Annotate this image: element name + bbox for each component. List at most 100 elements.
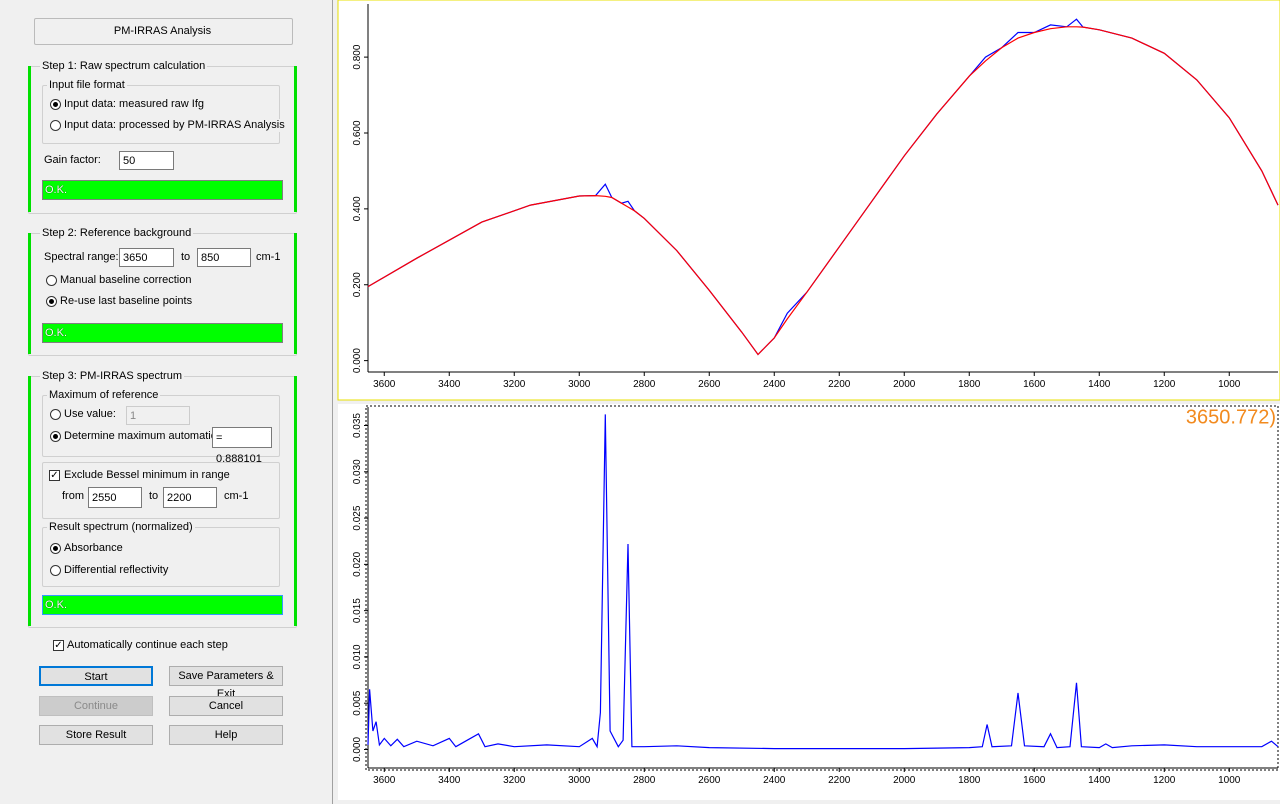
status-bar: O.K. xyxy=(42,595,283,615)
y-tick-label: 0.020 xyxy=(352,551,363,576)
x-tick-label: 1600 xyxy=(1023,379,1046,390)
group-title: Input file format xyxy=(47,79,127,92)
x-tick-label: 1800 xyxy=(958,775,981,786)
x-tick-label: 2800 xyxy=(633,775,656,786)
radio[interactable] xyxy=(50,120,61,131)
x-tick-label: 2400 xyxy=(763,775,786,786)
button[interactable]: Cancel xyxy=(169,696,283,716)
button[interactable]: Save Parameters & Exit xyxy=(169,666,283,700)
group-title: Result spectrum (normalized) xyxy=(47,521,195,534)
radio[interactable] xyxy=(50,565,61,576)
radio-label[interactable]: Manual baseline correction xyxy=(58,274,194,287)
radio-label[interactable]: Input data: measured raw Ifg xyxy=(62,98,207,111)
button[interactable]: Store Result xyxy=(39,725,153,745)
y-tick-label: 0.800 xyxy=(352,44,363,69)
radio[interactable] xyxy=(50,409,61,420)
status-edge xyxy=(294,66,297,212)
label: to xyxy=(149,490,159,502)
group-title: Step 2: Reference background xyxy=(40,227,194,240)
x-tick-label: 2800 xyxy=(633,379,656,390)
radio-label[interactable]: Determine maximum automatically xyxy=(62,430,235,443)
x-tick-label: 1000 xyxy=(1218,775,1241,786)
x-tick-label: 3200 xyxy=(503,379,526,390)
x-tick-label: 1400 xyxy=(1088,775,1111,786)
x-tick-label: 3400 xyxy=(438,379,461,390)
group xyxy=(42,395,280,457)
x-tick-label: 1000 xyxy=(1218,379,1241,390)
radio-label[interactable]: Differential reflectivity xyxy=(62,564,171,577)
x-tick-label: 2200 xyxy=(828,379,851,390)
group-title: Step 1: Raw spectrum calculation xyxy=(40,60,208,73)
group xyxy=(42,462,280,519)
button[interactable]: Start xyxy=(39,666,153,686)
checkbox[interactable]: ✓ xyxy=(49,470,60,481)
dialog-title: PM-IRRAS Analysis xyxy=(113,25,212,37)
x-tick-label: 2400 xyxy=(763,379,786,390)
x-tick-label: 3200 xyxy=(503,775,526,786)
checkbox[interactable]: ✓ xyxy=(53,640,64,651)
title-box xyxy=(34,18,293,45)
text-input[interactable]: 2550 xyxy=(88,487,142,508)
series-line xyxy=(367,26,1279,356)
unit: cm-1 xyxy=(224,490,249,502)
radio[interactable] xyxy=(50,99,61,110)
button[interactable]: Help xyxy=(169,725,283,745)
text-input[interactable]: 2200 xyxy=(163,487,217,508)
annotation: 3650.772) xyxy=(1186,406,1276,428)
unit: cm-1 xyxy=(254,251,283,264)
radio-label[interactable]: Absorbance xyxy=(62,542,125,555)
y-tick-label: 0.015 xyxy=(352,598,363,623)
x-tick-label: 1800 xyxy=(958,379,981,390)
y-tick-label: 0.400 xyxy=(352,196,363,221)
radio-label[interactable]: Re-use last baseline points xyxy=(58,295,195,308)
status-edge xyxy=(28,233,31,354)
value-box: = 0.888101 xyxy=(212,427,272,465)
label: from xyxy=(62,490,84,502)
text-input[interactable]: 1 xyxy=(126,406,190,425)
radio[interactable] xyxy=(50,543,61,554)
radio-label[interactable]: Input data: processed by PM-IRRAS Analys… xyxy=(62,119,287,132)
x-tick-label: 3000 xyxy=(568,775,591,786)
x-tick-label: 2000 xyxy=(893,379,916,390)
label: Gain factor: xyxy=(42,154,103,167)
x-tick-label: 2200 xyxy=(828,775,851,786)
status-edge xyxy=(294,376,297,626)
x-tick-label: 3600 xyxy=(373,379,396,390)
x-tick-label: 1400 xyxy=(1088,379,1111,390)
x-tick-label: 1600 xyxy=(1023,775,1046,786)
text-input[interactable]: 50 xyxy=(119,151,174,170)
y-tick-label: 0.025 xyxy=(352,505,363,530)
y-tick-label: 0.000 xyxy=(352,348,363,373)
text-input[interactable]: 850 xyxy=(197,248,251,267)
radio[interactable] xyxy=(50,431,61,442)
group xyxy=(42,85,280,144)
x-tick-label: 1200 xyxy=(1153,379,1176,390)
status-edge xyxy=(28,376,31,626)
group-title: Maximum of reference xyxy=(47,389,161,402)
status-edge xyxy=(294,233,297,354)
x-tick-label: 1200 xyxy=(1153,775,1176,786)
radio[interactable] xyxy=(46,296,57,307)
checkbox-label[interactable]: Automatically continue each step xyxy=(65,639,230,652)
radio-label[interactable]: Use value: xyxy=(62,408,118,421)
label: Spectral range: xyxy=(42,251,121,264)
y-tick-label: 0.000 xyxy=(352,737,363,762)
y-tick-label: 0.030 xyxy=(352,459,363,484)
group xyxy=(42,527,280,587)
status-edge xyxy=(28,66,31,212)
chart-panel xyxy=(338,404,1280,800)
dialog: PM-IRRAS Analysis Step 1: Raw spectrum c… xyxy=(0,0,333,804)
y-tick-label: 0.010 xyxy=(352,644,363,669)
text-input[interactable]: 3650 xyxy=(119,248,174,267)
x-tick-label: 2600 xyxy=(698,379,721,390)
y-tick-label: 0.600 xyxy=(352,120,363,145)
radio[interactable] xyxy=(46,275,57,286)
chart-panel xyxy=(337,0,1280,401)
button[interactable]: Continue xyxy=(39,696,153,716)
x-tick-label: 3600 xyxy=(373,775,396,786)
checkbox-label[interactable]: Exclude Bessel minimum in range xyxy=(62,469,232,482)
status-bar: O.K. xyxy=(42,323,283,343)
y-tick-label: 0.005 xyxy=(352,690,363,715)
